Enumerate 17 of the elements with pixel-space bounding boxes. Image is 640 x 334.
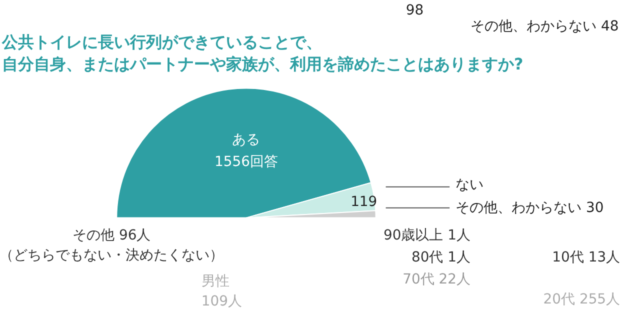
slice-label: その他、わからない 30 <box>456 200 604 216</box>
text: 20代 255人 <box>543 292 620 308</box>
slice-label: ある <box>232 132 260 148</box>
text: 98 <box>406 2 424 18</box>
text: 70代 22人 <box>402 272 471 288</box>
text: その他 96人 <box>72 228 151 244</box>
text: 90歳以上 1人 <box>383 228 471 244</box>
text: （どちらでもない・決めたくない） <box>0 248 224 264</box>
text: その他、わからない 48 <box>470 18 619 34</box>
text: 男性 <box>201 274 230 290</box>
chart-title: 公共トイレに長い行列ができていることで、自分自身、またはパートナーや家族が、利用を諦めたことはありますか? <box>0 32 524 74</box>
data-label: 1556回答 <box>214 154 278 170</box>
text: 80代 1人 <box>411 250 471 266</box>
text: 109人 <box>201 294 242 310</box>
text: 10代 13人 <box>552 250 620 266</box>
data-label: 119 <box>350 194 378 210</box>
slice-label: ない <box>456 176 484 193</box>
